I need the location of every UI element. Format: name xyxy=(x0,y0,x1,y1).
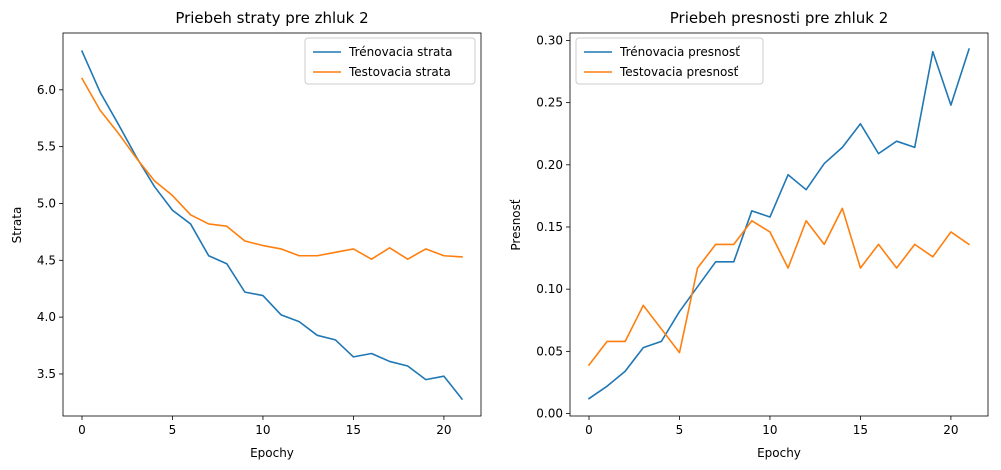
y-axis-label: Presnosť xyxy=(509,199,523,251)
axes-frame xyxy=(62,32,482,417)
series-line-1 xyxy=(587,207,971,367)
y-tick-label: 0.15 xyxy=(536,220,563,234)
chart-title: Priebeh straty pre zhluk 2 xyxy=(175,9,368,27)
x-tick-label: 15 xyxy=(853,423,868,437)
y-axis-label: Strata xyxy=(10,207,24,244)
legend-box xyxy=(304,37,476,85)
y-tick-label: 0.25 xyxy=(536,96,563,110)
chart-title: Priebeh presnosti pre zhluk 2 xyxy=(670,9,889,27)
legend-label: Testovacia strata xyxy=(348,65,451,79)
y-tick-label: 3.5 xyxy=(37,367,56,381)
plot-area: 0 5 10 15 20 0.00 0.05 0.10 0.15 0.20 0.25 0.30 Trén… xyxy=(536,32,989,437)
x-tick-label: 20 xyxy=(436,423,451,437)
legend-label: Trénovacia presnosť xyxy=(619,45,740,59)
y-tick-label: 6.0 xyxy=(37,83,56,97)
series-line-0 xyxy=(80,50,464,401)
legend: Trénovacia presnosť Testovacia presnosť xyxy=(575,37,764,85)
plot-area: 0 5 10 15 20 3.5 4.0 4.5 5.0 5.5 6.0 Trénovacia str… xyxy=(37,32,482,437)
x-tick-label: 15 xyxy=(346,423,361,437)
x-axis-label: Epochy xyxy=(250,446,294,460)
series-line-0 xyxy=(587,48,971,400)
legend-box xyxy=(575,37,764,85)
x-tick-label: 5 xyxy=(676,423,684,437)
x-tick-label: 0 xyxy=(585,423,593,437)
legend: Trénovacia strata Testovacia strata xyxy=(304,37,476,85)
x-tick-label: 5 xyxy=(169,423,177,437)
y-tick-label: 0.05 xyxy=(536,344,563,358)
x-tick-label: 10 xyxy=(762,423,777,437)
y-tick-label: 0.00 xyxy=(536,407,563,421)
series-line-1 xyxy=(80,77,463,260)
legend-label: Trénovacia strata xyxy=(348,45,452,59)
axes-frame xyxy=(569,32,989,417)
x-tick-label: 20 xyxy=(943,423,958,437)
loss-chart: Priebeh straty pre zhluk 2 0 5 10 15 20 3.5 4.… xyxy=(10,9,482,460)
x-tick-label: 10 xyxy=(255,423,270,437)
y-tick-label: 0.20 xyxy=(536,158,563,172)
accuracy-chart: Priebeh presnosti pre zhluk 2 0 5 10 15 20 0.… xyxy=(509,9,989,460)
y-tick-label: 5.0 xyxy=(37,196,56,210)
y-tick-label: 5.5 xyxy=(37,140,56,154)
y-tick-label: 4.5 xyxy=(37,253,56,267)
y-tick-label: 0.10 xyxy=(536,282,563,296)
x-axis-label: Epochy xyxy=(757,446,801,460)
x-tick-label: 0 xyxy=(78,423,86,437)
y-tick-label: 0.30 xyxy=(536,33,563,47)
y-tick-label: 4.0 xyxy=(37,310,56,324)
legend-label: Testovacia presnosť xyxy=(619,65,739,79)
